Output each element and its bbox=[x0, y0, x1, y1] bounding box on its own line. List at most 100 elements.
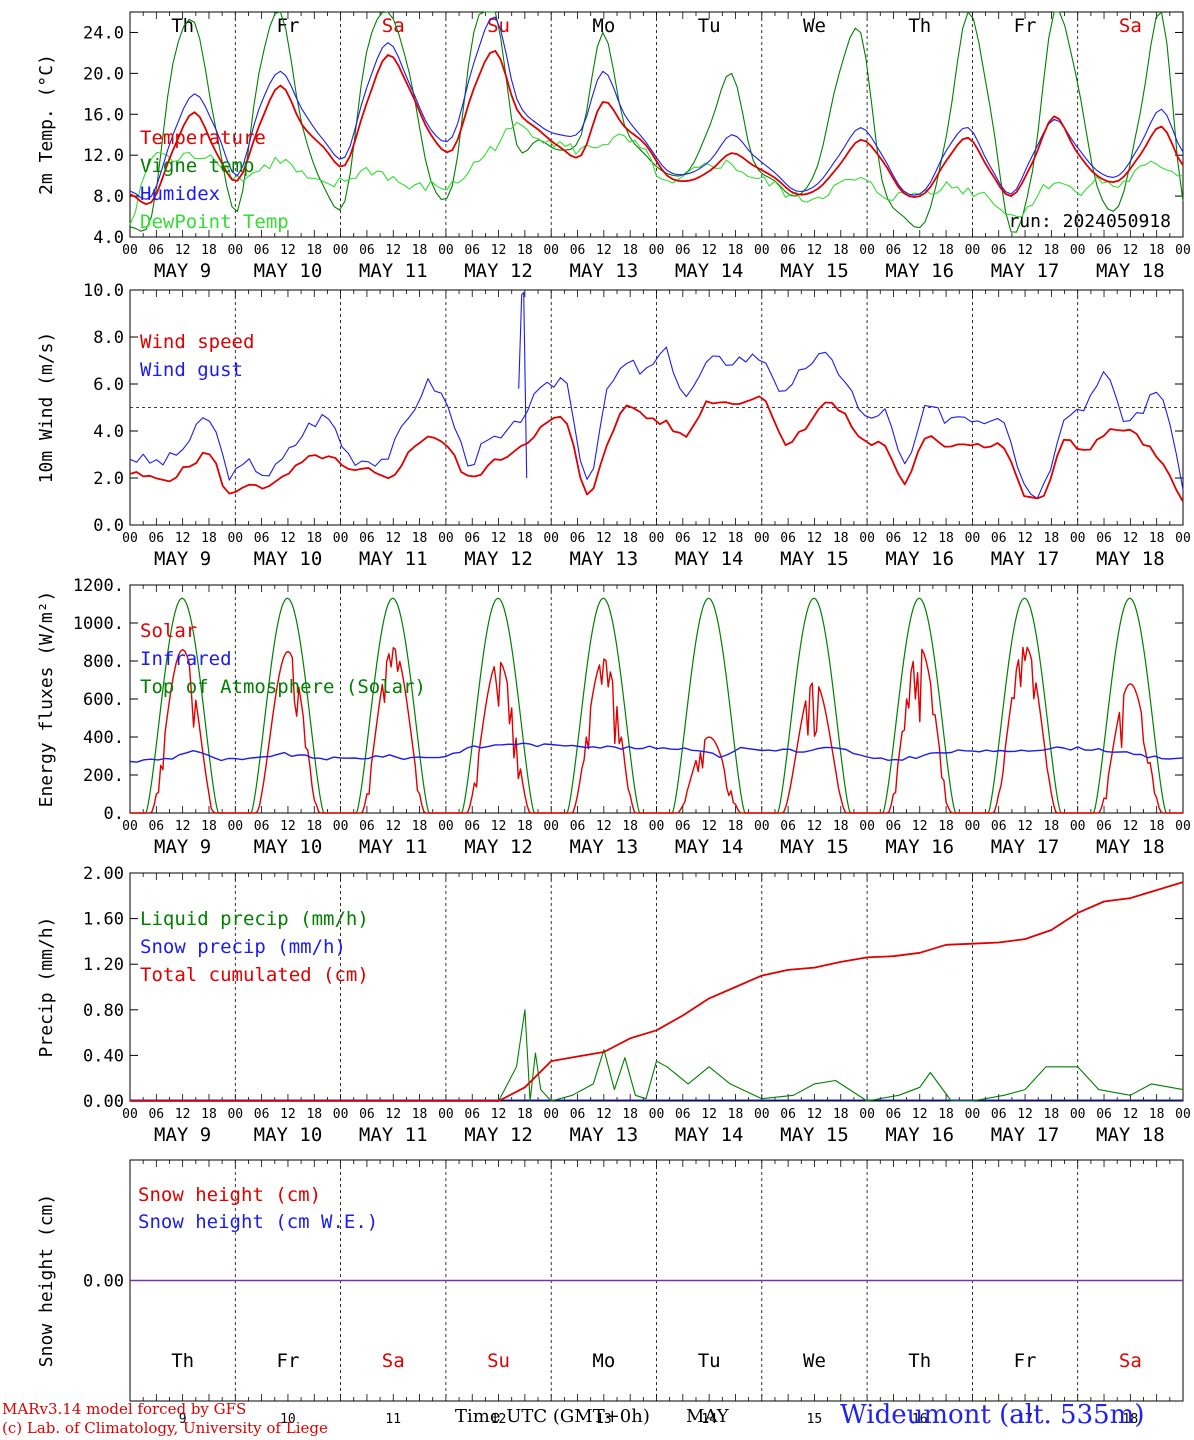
hour-tick-label: 12 bbox=[701, 819, 717, 834]
date-label: MAY 12 bbox=[464, 1124, 533, 1146]
date-label: MAY 12 bbox=[464, 260, 533, 282]
hour-tick-label: 06 bbox=[570, 819, 586, 834]
hour-tick-label: 06 bbox=[1096, 531, 1112, 546]
hour-tick-label: 06 bbox=[254, 531, 270, 546]
hour-tick-label: 00 bbox=[122, 531, 138, 546]
hour-tick-label: 12 bbox=[385, 1107, 401, 1122]
hour-tick-label: 18 bbox=[412, 531, 428, 546]
hour-tick-label: 18 bbox=[412, 819, 428, 834]
hour-tick-label: 18 bbox=[201, 1107, 217, 1122]
day-number: 10 bbox=[280, 1412, 296, 1427]
hour-tick-label: 12 bbox=[491, 243, 507, 258]
date-label: MAY 18 bbox=[1096, 260, 1165, 282]
hour-tick-label: 18 bbox=[1149, 1107, 1165, 1122]
date-label: MAY 14 bbox=[675, 1124, 744, 1146]
hour-tick-label: 00 bbox=[754, 819, 770, 834]
hour-tick-label: 00 bbox=[333, 819, 349, 834]
day-name-bottom: Fr bbox=[1014, 1350, 1037, 1372]
panel-5-ytick-label: 0.00 bbox=[83, 1272, 124, 1292]
hour-tick-label: 12 bbox=[912, 1107, 928, 1122]
hour-tick-label: 00 bbox=[1175, 531, 1191, 546]
hour-tick-label: 00 bbox=[649, 243, 665, 258]
panel-2-ylabel: 10m Wind (m/s) bbox=[36, 332, 57, 484]
series-solar bbox=[130, 646, 1183, 814]
hour-tick-label: 12 bbox=[280, 243, 296, 258]
panel-1-ylabel: 2m Temp. (°C) bbox=[36, 54, 57, 195]
date-label: MAY 16 bbox=[885, 1124, 954, 1146]
hour-tick-label: 00 bbox=[754, 1107, 770, 1122]
hour-tick-label: 12 bbox=[912, 243, 928, 258]
series-total-cumulated bbox=[130, 881, 1184, 1102]
date-label: MAY 11 bbox=[359, 260, 428, 282]
panel-3-ytick-label: 0. bbox=[104, 804, 124, 824]
panel-2-ytick-label: 8.0 bbox=[93, 328, 124, 348]
hour-tick-label: 06 bbox=[675, 1107, 691, 1122]
panel-3-ytick-label: 200. bbox=[83, 766, 124, 786]
day-number: 12 bbox=[491, 1412, 507, 1427]
series-wind-speed bbox=[129, 395, 1184, 502]
date-label: MAY 16 bbox=[885, 548, 954, 570]
hour-tick-label: 00 bbox=[1175, 243, 1191, 258]
hour-tick-label: 12 bbox=[1017, 531, 1033, 546]
hour-tick-label: 00 bbox=[543, 531, 559, 546]
credit-line-2: (c) Lab. of Climatology, University of L… bbox=[2, 1419, 328, 1437]
hour-tick-label: 18 bbox=[306, 243, 322, 258]
hour-tick-label: 00 bbox=[1175, 1107, 1191, 1122]
hour-tick-label: 00 bbox=[227, 1107, 243, 1122]
hour-tick-label: 12 bbox=[491, 1107, 507, 1122]
panel-1-frame bbox=[129, 11, 1184, 238]
date-label: MAY 10 bbox=[254, 260, 323, 282]
date-label: MAY 14 bbox=[675, 548, 744, 570]
day-name-top: Sa bbox=[1119, 15, 1142, 37]
hour-tick-label: 12 bbox=[596, 1107, 612, 1122]
hour-tick-label: 06 bbox=[464, 243, 480, 258]
hour-tick-label: 18 bbox=[938, 819, 954, 834]
panel-4-ylabel: Precip (mm/h) bbox=[36, 917, 57, 1058]
panel-4-ytick-label: 0.40 bbox=[83, 1046, 124, 1066]
hour-tick-label: 18 bbox=[1149, 243, 1165, 258]
legend-vigne-temp: Vigne temp bbox=[140, 155, 254, 177]
hour-tick-label: 18 bbox=[1044, 819, 1060, 834]
series-wind-gust bbox=[129, 346, 1184, 500]
hour-tick-label: 00 bbox=[1070, 1107, 1086, 1122]
hour-tick-label: 18 bbox=[833, 243, 849, 258]
hour-tick-label: 12 bbox=[596, 819, 612, 834]
legend-liquid-precip-mm-h-: Liquid precip (mm/h) bbox=[140, 908, 369, 930]
day-name-top: Th bbox=[908, 15, 931, 37]
date-label: MAY 17 bbox=[991, 548, 1060, 570]
series-liquid-precip bbox=[498, 1009, 1184, 1102]
panel-1-ytick-label: 8.0 bbox=[93, 187, 124, 207]
hour-tick-label: 12 bbox=[1123, 819, 1139, 834]
day-name-bottom: Su bbox=[487, 1350, 510, 1372]
station-name: Wideumont (alt. 535m) bbox=[840, 1400, 1145, 1430]
hour-tick-label: 06 bbox=[780, 819, 796, 834]
day-name-top: Fr bbox=[1014, 15, 1037, 37]
hour-tick-label: 00 bbox=[649, 819, 665, 834]
legend-humidex: Humidex bbox=[140, 183, 220, 205]
hour-tick-label: 06 bbox=[886, 531, 902, 546]
hour-tick-label: 12 bbox=[385, 243, 401, 258]
hour-tick-label: 18 bbox=[306, 531, 322, 546]
hour-tick-label: 12 bbox=[175, 819, 191, 834]
hour-tick-label: 06 bbox=[1096, 1107, 1112, 1122]
date-label: MAY 15 bbox=[780, 836, 849, 858]
panel-4-ytick-label: 1.60 bbox=[83, 910, 124, 930]
hour-tick-label: 06 bbox=[886, 1107, 902, 1122]
date-label: MAY 17 bbox=[991, 836, 1060, 858]
hour-tick-label: 00 bbox=[965, 1107, 981, 1122]
day-name-bottom: Tu bbox=[698, 1350, 721, 1372]
panel-1-ytick-label: 4.0 bbox=[93, 228, 124, 248]
hour-tick-label: 00 bbox=[438, 243, 454, 258]
day-name-top: Mo bbox=[592, 15, 615, 37]
hour-tick-label: 18 bbox=[728, 1107, 744, 1122]
series-dewpoint-temp bbox=[129, 121, 1184, 225]
hour-tick-label: 12 bbox=[701, 531, 717, 546]
date-label: MAY 9 bbox=[154, 836, 211, 858]
panel-3-ytick-label: 800. bbox=[83, 652, 124, 672]
hour-tick-label: 18 bbox=[517, 243, 533, 258]
hour-tick-label: 00 bbox=[649, 531, 665, 546]
hour-tick-label: 12 bbox=[491, 819, 507, 834]
hour-tick-label: 06 bbox=[886, 243, 902, 258]
hour-tick-label: 12 bbox=[701, 243, 717, 258]
hour-tick-label: 12 bbox=[807, 243, 823, 258]
